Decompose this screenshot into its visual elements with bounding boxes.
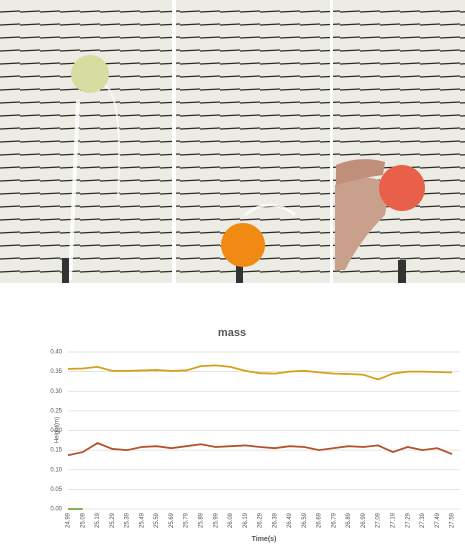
y-tick-label: 0.20 (50, 428, 62, 434)
x-tick-label: 26.79 (331, 512, 337, 528)
x-tick-label: 26.49 (287, 512, 293, 528)
x-tick-label: 27.59 (450, 512, 456, 528)
x-tick-label: 27.09 (376, 512, 382, 528)
chart-title: mass (218, 327, 246, 339)
x-tick-label: 27.29 (405, 512, 411, 528)
x-tick-label: 25.59 (154, 512, 160, 528)
y-tick-label: 0.10 (50, 467, 62, 473)
y-tick-label: 0.35 (50, 369, 62, 375)
x-tick-label: 26.59 (302, 512, 308, 528)
x-tick-label: 25.19 (95, 512, 101, 528)
x-tick-label: 26.19 (243, 512, 249, 528)
x-tick-label: 25.69 (169, 512, 175, 528)
x-tick-label: 25.89 (199, 512, 205, 528)
y-tick-label: 0.05 (50, 487, 62, 493)
y-tick-label: 0.25 (50, 408, 62, 414)
photo-1 (0, 0, 172, 283)
series-line (67, 364, 453, 381)
x-tick-label: 25.39 (125, 512, 131, 528)
x-tick-label: 26.69 (317, 512, 323, 528)
x-tick-label: 27.39 (420, 512, 426, 528)
x-tick-label: 26.29 (258, 512, 264, 528)
photo-3 (333, 0, 465, 283)
y-tick-label: 0.00 (50, 507, 62, 513)
x-tick-label: 27.49 (435, 512, 441, 528)
y-axis-label: Height(m) (55, 417, 61, 443)
y-tick-label: 0.15 (50, 448, 62, 454)
x-tick-label: 27.19 (391, 512, 397, 528)
x-tick-label: 26.39 (272, 512, 278, 528)
x-tick-label: 24.99 (66, 512, 72, 528)
series-line (67, 442, 453, 457)
x-tick-label: 26.99 (361, 512, 367, 528)
x-axis-label: Time(s) (252, 536, 277, 543)
x-tick-label: 25.29 (110, 512, 116, 528)
y-tick-label: 0.40 (50, 350, 62, 356)
x-tick-label: 26.09 (228, 512, 234, 528)
x-tick-label: 25.79 (184, 512, 190, 528)
photo-2 (176, 0, 330, 283)
y-tick-label: 0.30 (50, 389, 62, 395)
x-tick-label: 25.09 (80, 512, 86, 528)
x-tick-label: 26.89 (346, 512, 352, 528)
x-tick-label: 25.49 (139, 512, 145, 528)
x-tick-label: 25.99 (213, 512, 219, 528)
